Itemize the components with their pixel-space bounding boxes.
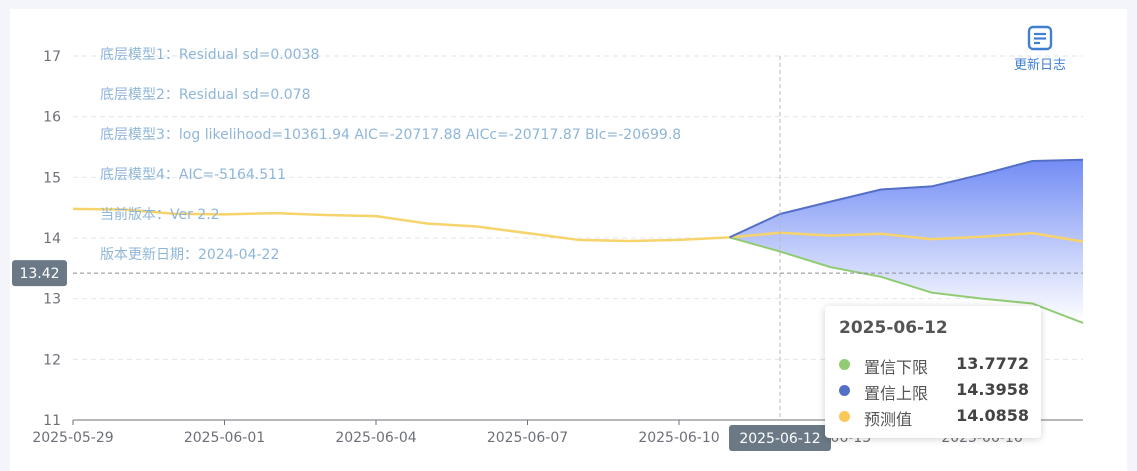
y-tick-label: 16 <box>43 110 61 126</box>
x-tick-label: 2025-06-01 <box>184 430 265 446</box>
chart-card: 11 12 13 14 15 16 17 2025-05-29 2025-06-01 2025-0… <box>10 9 1127 471</box>
crosshair-x-label-box <box>729 425 831 451</box>
crosshair-y-label: 13.42 <box>19 266 59 282</box>
y-tick-label: 12 <box>43 352 61 368</box>
forecast-line <box>72 207 1084 243</box>
y-tick-label: 14 <box>43 231 61 247</box>
tooltip-series-name: 置信下限 <box>864 358 929 377</box>
tooltip-series-value: 14.0858 <box>956 406 1029 425</box>
tooltip-row-lower: 置信下限 13.7772 <box>839 354 1029 377</box>
y-tick-label: 15 <box>43 170 61 186</box>
x-tick-label: 2025-06-10 <box>638 430 719 446</box>
crosshair-x-label: 2025-06-12 <box>739 431 820 447</box>
tooltip-series-value: 13.7772 <box>956 354 1029 373</box>
crosshair-y-label-box <box>12 260 67 287</box>
legend-dot-upper <box>839 385 850 396</box>
lower-bound-line <box>729 236 1084 324</box>
tooltip-series-name: 预测值 <box>864 410 913 429</box>
legend-dot-forecast <box>839 411 850 422</box>
model-info-annotation: 底层模型3：log likelihood=10361.94 AIC=-20717… <box>100 127 681 143</box>
model-info-annotation: 底层模型2：Residual sd=0.078 <box>100 87 310 103</box>
y-tick-label: 17 <box>43 49 61 65</box>
forecast-chart[interactable]: 11 12 13 14 15 16 17 2025-05-29 2025-06-01 2025-0… <box>10 9 1127 471</box>
x-tick-label: 2025-06-04 <box>335 430 416 446</box>
model-info-annotation: 当前版本：Ver 2.2 <box>100 206 220 223</box>
tooltip-row-upper: 置信上限 14.3958 <box>839 380 1029 403</box>
y-tick-label: 11 <box>43 413 61 429</box>
update-log-label: 更新日志 <box>1013 58 1066 73</box>
y-tick-label: 13 <box>43 292 61 308</box>
confidence-band-area <box>729 159 1083 323</box>
tooltip-title: 2025-06-12 <box>839 318 948 338</box>
model-info-annotation: 版本更新日期：2024-04-22 <box>100 247 279 263</box>
document-list-icon <box>1027 25 1053 51</box>
model-info-annotation: 底层模型4：AIC=-5164.511 <box>100 167 286 183</box>
x-tick-label: 2025-05-29 <box>32 430 113 446</box>
update-log-button[interactable]: 更新日志 <box>1005 25 1075 83</box>
tooltip-series-name: 置信上限 <box>864 384 929 403</box>
legend-dot-lower <box>839 359 850 370</box>
tooltip-row-forecast: 预测值 14.0858 <box>839 406 1029 429</box>
x-tick-label: 2025-06-07 <box>487 430 568 446</box>
chart-tooltip: 2025-06-12 置信下限 13.7772 置信上限 14.3958 预测值… <box>825 306 1041 438</box>
model-info-annotation: 底层模型1：Residual sd=0.0038 <box>100 47 319 63</box>
tooltip-series-value: 14.3958 <box>956 380 1029 399</box>
upper-bound-line <box>729 158 1084 239</box>
